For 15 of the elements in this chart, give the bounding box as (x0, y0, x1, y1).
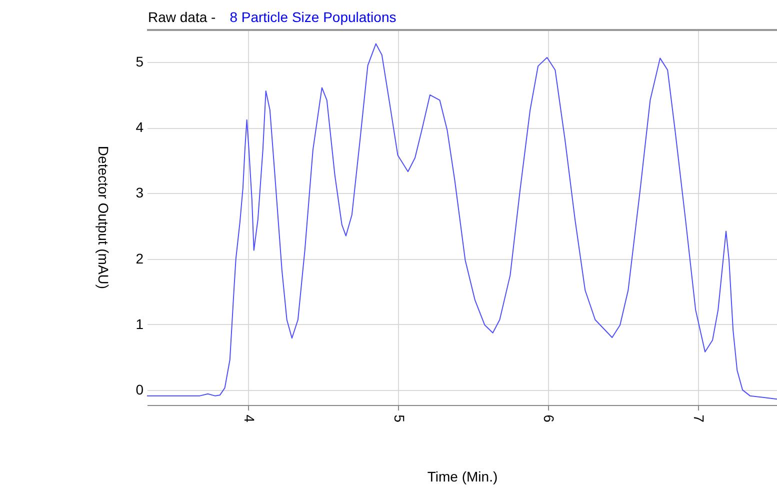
y-tick-label: 3 (136, 184, 144, 201)
x-axis-title: Time (Min.) (427, 468, 498, 484)
y-tick-label: 4 (136, 119, 144, 136)
chart-title: Raw data - (148, 9, 216, 25)
x-tick-label: 7 (691, 414, 708, 423)
x-tick-label: 6 (541, 414, 558, 423)
line-series (147, 43, 777, 400)
y-tick-label: 2 (136, 250, 144, 266)
chart-subtitle: 8 Particle Size Populations (230, 9, 396, 25)
x-tick-label: 5 (391, 414, 408, 423)
y-tick-label: 1 (136, 316, 144, 332)
y-axis-title: Detector Output (mAU) (96, 146, 112, 290)
x-tick-label: 4 (241, 414, 258, 423)
y-tick-label: 0 (136, 381, 144, 398)
y-tick-label: 5 (136, 54, 144, 70)
